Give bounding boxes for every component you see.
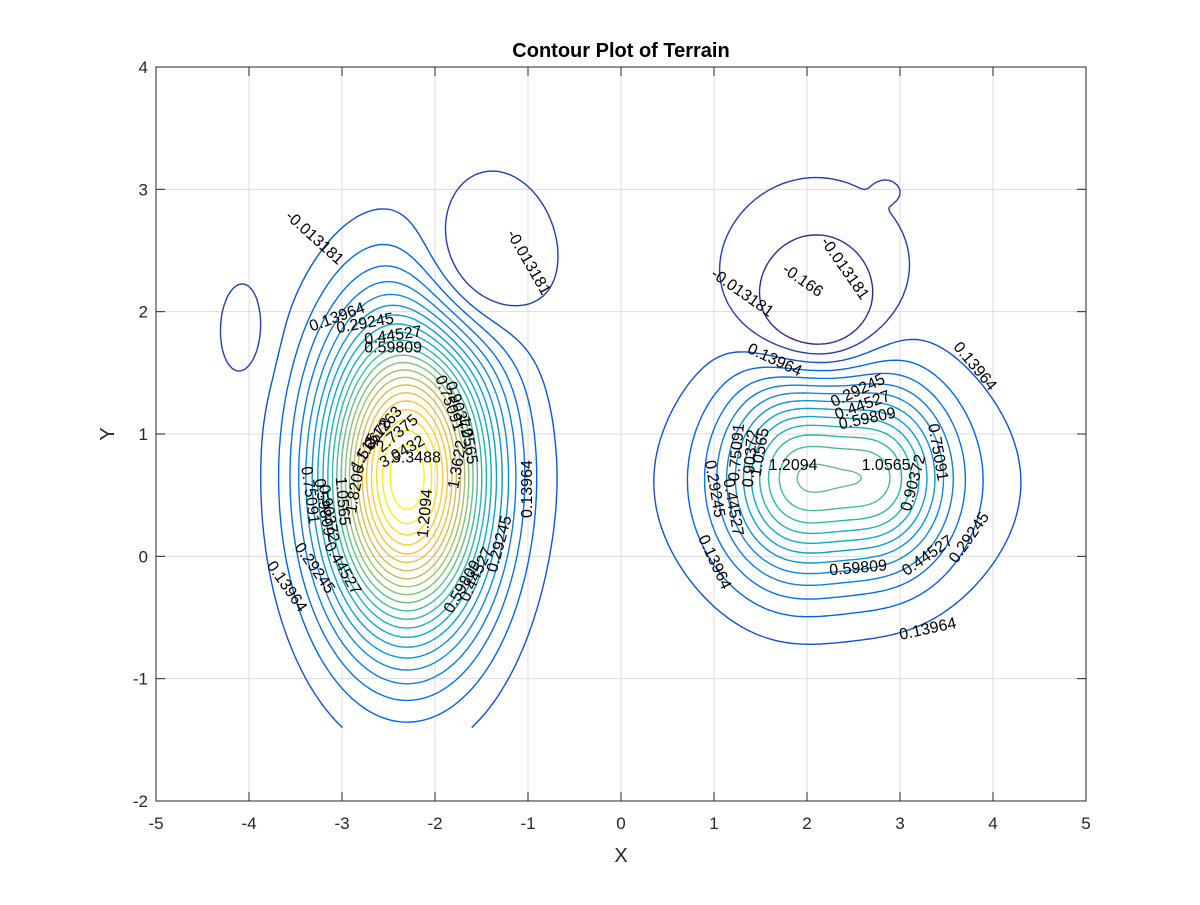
- contour-line: [336, 347, 891, 612]
- y-tick-label: -2: [133, 792, 148, 811]
- contour-line: [340, 354, 862, 604]
- y-tick-label: 0: [139, 547, 148, 566]
- x-tick-label: 1: [709, 814, 718, 833]
- y-tick-label: -1: [133, 670, 148, 689]
- contour-label: 0.13964: [519, 460, 536, 518]
- contour-label: 0.59809: [829, 557, 888, 579]
- contour-line: [298, 280, 954, 685]
- x-tick-label: -1: [520, 814, 535, 833]
- contour-label: 3.3488: [392, 450, 441, 467]
- contour-line: [322, 323, 920, 638]
- contour-line: [366, 400, 449, 555]
- x-tick-label: -4: [241, 814, 256, 833]
- contour-line: [331, 339, 903, 620]
- x-tick-label: 5: [1081, 814, 1090, 833]
- contour-line: [344, 361, 470, 596]
- x-tick-label: 3: [895, 814, 904, 833]
- contour-line: [375, 418, 439, 536]
- x-tick-label: 4: [988, 814, 997, 833]
- contour-line: [289, 265, 967, 702]
- contour-label: 1.2094: [415, 488, 436, 538]
- x-tick-label: -2: [427, 814, 442, 833]
- x-tick-label: 2: [802, 814, 811, 833]
- contour-line: [381, 429, 433, 525]
- y-tick-label: 3: [139, 180, 148, 199]
- contour-label: 0.59809: [364, 340, 422, 357]
- x-tick-label: -5: [148, 814, 163, 833]
- contour-line: [260, 208, 1022, 729]
- x-tick-label: -3: [334, 814, 349, 833]
- x-tick-label: 0: [616, 814, 625, 833]
- contour-label: 1.0565: [862, 457, 911, 474]
- y-tick-label: 2: [139, 303, 148, 322]
- contour-label: 0.75091: [726, 423, 748, 482]
- contour-line: [361, 392, 453, 564]
- contour-line: [348, 369, 466, 588]
- contour-line: [219, 170, 911, 372]
- chart-title: Contour Plot of Terrain: [512, 40, 729, 62]
- x-axis-label: X: [614, 845, 627, 867]
- y-tick-label: 1: [139, 425, 148, 444]
- contour-label: 1.2094: [769, 457, 818, 474]
- contour-line: [357, 384, 457, 572]
- contour-line: [353, 376, 462, 580]
- contour-line: [305, 293, 945, 671]
- contour-line: [758, 234, 874, 345]
- y-axis-label: Y: [97, 427, 119, 440]
- contour-line: [370, 409, 444, 546]
- axis-ticks: -5 -4 -3 -2 -1 0 1 2 3 4 5 -2 -1 0 1 2 3 4: [133, 58, 1091, 833]
- contour-line: [277, 243, 984, 723]
- contour-line: [317, 314, 928, 648]
- contour-label: 1.0565: [332, 476, 353, 526]
- contour-line: [389, 443, 425, 511]
- contour-label: 0.90372: [740, 429, 762, 488]
- contour-line: [327, 331, 912, 629]
- y-tick-label: 4: [139, 58, 148, 77]
- contour-line: [311, 304, 936, 659]
- contour-lines: [219, 170, 1022, 729]
